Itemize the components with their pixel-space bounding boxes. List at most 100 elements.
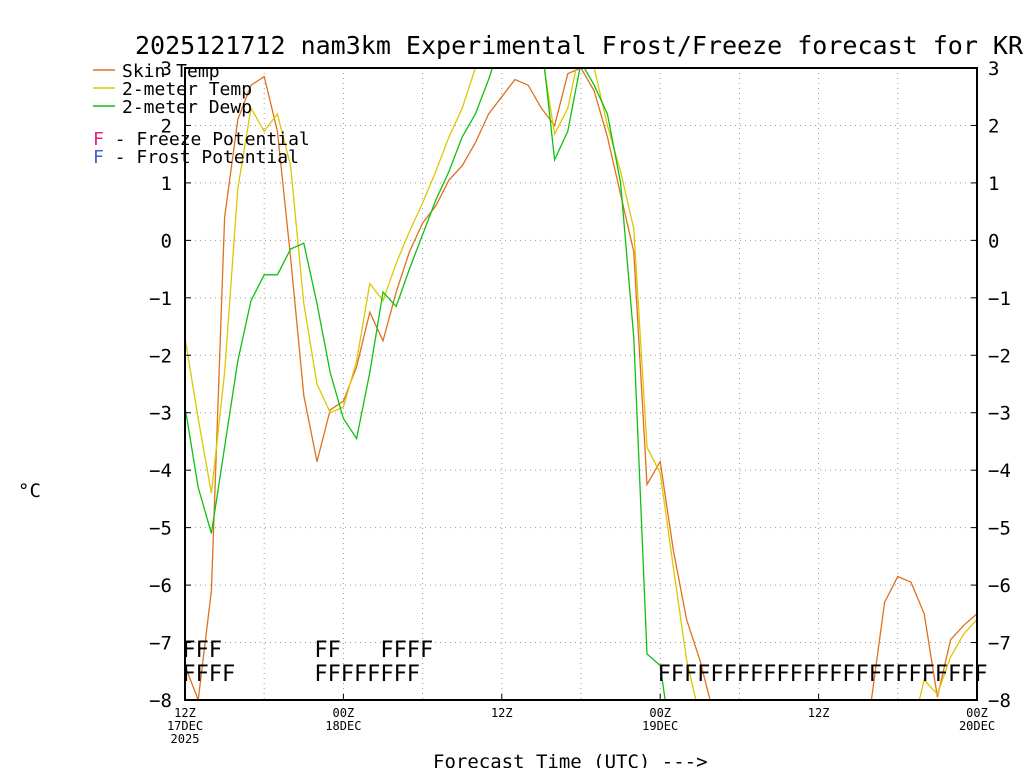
series-line-1 xyxy=(185,68,977,700)
y-tick-label-left: −5 xyxy=(149,518,172,540)
x-tick-label: 00Z xyxy=(333,706,355,720)
x-tick-label: 12Z xyxy=(174,706,196,720)
y-tick-label-left: −8 xyxy=(149,690,172,712)
y-tick-label-right: −8 xyxy=(988,690,1011,712)
freeze-flag: F xyxy=(776,662,789,687)
frost-flag: F xyxy=(328,638,341,663)
frost-flag: F xyxy=(407,638,420,663)
y-tick-label-left: −6 xyxy=(149,575,172,597)
freeze-flag: F xyxy=(658,662,671,687)
y-tick-label-right: −1 xyxy=(988,288,1011,310)
legend-label: 2-meter Dewp xyxy=(122,97,252,118)
frost-flag: F xyxy=(182,638,195,663)
freeze-flag: F xyxy=(882,662,895,687)
y-tick-label-right: −2 xyxy=(988,345,1011,367)
freeze-flag: F xyxy=(737,662,750,687)
freeze-flag: F xyxy=(314,662,327,687)
x-tick-label: 17DEC xyxy=(167,719,203,733)
freeze-flag: F xyxy=(724,662,737,687)
freeze-flag: F xyxy=(948,662,961,687)
y-tick-label-left: 0 xyxy=(161,230,172,252)
freeze-flag: F xyxy=(354,662,367,687)
x-tick-label: 20DEC xyxy=(959,719,995,733)
freeze-flag: F xyxy=(407,662,420,687)
frost-flag: F xyxy=(196,638,209,663)
series-lines xyxy=(185,68,977,700)
freeze-flag: F xyxy=(196,662,209,687)
y-tick-label-left: 3 xyxy=(161,58,172,80)
freeze-flag: F xyxy=(763,662,776,687)
freeze-flag: F xyxy=(182,662,195,687)
y-tick-label-left: −2 xyxy=(149,345,172,367)
series-line-2 xyxy=(185,68,977,700)
freeze-flag: F xyxy=(394,662,407,687)
y-axis-label: °C xyxy=(18,480,41,502)
legend-label: F - Frost Potential xyxy=(93,147,299,168)
freeze-flag: F xyxy=(922,662,935,687)
freeze-flag: F xyxy=(710,662,723,687)
freeze-flag: F xyxy=(974,662,987,687)
potential-flags: F F F F F F F F FF F F F F F F F F F F F F F F F F F F F F F F F F F F F F F F… xyxy=(182,638,987,687)
freeze-flag: F xyxy=(816,662,829,687)
x-tick-label: 18DEC xyxy=(325,719,361,733)
freeze-flag: F xyxy=(222,662,235,687)
freeze-flag: F xyxy=(684,662,697,687)
freeze-flag: F xyxy=(869,662,882,687)
y-tick-label-right: 1 xyxy=(988,173,999,195)
x-tick-label: 2025 xyxy=(171,732,200,746)
y-tick-label-right: −4 xyxy=(988,460,1011,482)
x-tick-label: 19DEC xyxy=(642,719,678,733)
freeze-flag: F xyxy=(842,662,855,687)
freeze-flag: F xyxy=(671,662,684,687)
y-tick-label-right: 3 xyxy=(988,58,999,80)
y-tick-label-right: 0 xyxy=(988,230,999,252)
freeze-flag: F xyxy=(367,662,380,687)
freeze-flag: F xyxy=(750,662,763,687)
y-tick-label-right: −5 xyxy=(988,518,1011,540)
chart-title: 2025121712 nam3km Experimental Frost/Fre… xyxy=(135,31,1024,60)
y-tick-label-left: 2 xyxy=(161,115,172,137)
y-tick-label-left: 1 xyxy=(161,173,172,195)
y-tick-label-left: −1 xyxy=(149,288,172,310)
frost-flag: F xyxy=(209,638,222,663)
frost-flag: F xyxy=(394,638,407,663)
grid-lines xyxy=(185,68,977,700)
legend-label: Skin Temp xyxy=(122,61,220,82)
freeze-flag: F xyxy=(697,662,710,687)
legend-label: 2-meter Temp xyxy=(122,79,252,100)
freeze-flag: F xyxy=(856,662,869,687)
frost-flag: F xyxy=(314,638,327,663)
freeze-flag: F xyxy=(341,662,354,687)
y-tick-label-left: −4 xyxy=(149,460,172,482)
y-tick-label-left: −7 xyxy=(149,633,172,655)
frost-flag: F xyxy=(420,638,433,663)
x-tick-label: 12Z xyxy=(808,706,830,720)
freeze-flag: F xyxy=(209,662,222,687)
freeze-flag: F xyxy=(790,662,803,687)
x-tick-label: 00Z xyxy=(966,706,988,720)
y-tick-label-right: 2 xyxy=(988,115,999,137)
freeze-flag: F xyxy=(895,662,908,687)
y-tick-label-right: −7 xyxy=(988,633,1011,655)
legend-label: F - Freeze Potential xyxy=(93,129,310,150)
series-line-3 xyxy=(185,68,666,700)
x-axis-label: Forecast Time (UTC) ---> xyxy=(433,751,708,768)
y-tick-label-left: −3 xyxy=(149,403,172,425)
freeze-flag: F xyxy=(908,662,921,687)
freeze-flag: F xyxy=(935,662,948,687)
freeze-flag: F xyxy=(380,662,393,687)
freeze-flag: F xyxy=(803,662,816,687)
y-tick-label-right: −6 xyxy=(988,575,1011,597)
y-axis-ticks: 3 3 2 2 1 1 0 0 −1 −1 −2 −2 −3 −3 −4 −4 −5 −5 −6 −6 −7 −7 −8 −8 xyxy=(149,58,1011,712)
plot-frame xyxy=(184,67,978,701)
freeze-flag: F xyxy=(961,662,974,687)
x-tick-label: 12Z xyxy=(491,706,513,720)
x-tick-label: 00Z xyxy=(649,706,671,720)
freeze-flag: F xyxy=(829,662,842,687)
y-tick-label-right: −3 xyxy=(988,403,1011,425)
freeze-flag: F xyxy=(328,662,341,687)
frost-flag: F xyxy=(380,638,393,663)
